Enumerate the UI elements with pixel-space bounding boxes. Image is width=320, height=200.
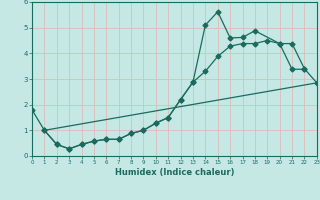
X-axis label: Humidex (Indice chaleur): Humidex (Indice chaleur)	[115, 168, 234, 177]
